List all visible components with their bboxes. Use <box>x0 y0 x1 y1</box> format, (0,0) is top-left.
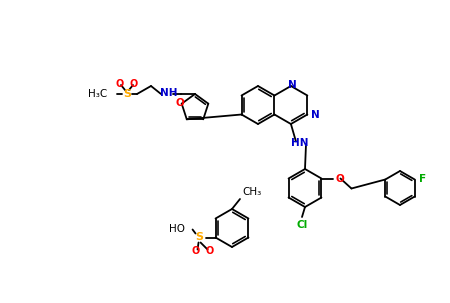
Text: O: O <box>205 247 214 257</box>
Text: O: O <box>130 79 138 89</box>
Text: CH₃: CH₃ <box>242 187 261 197</box>
Text: O: O <box>191 247 200 257</box>
Text: H₃C: H₃C <box>88 89 107 99</box>
Text: O: O <box>116 79 124 89</box>
Text: HO: HO <box>169 225 184 235</box>
Text: Cl: Cl <box>297 220 308 230</box>
Text: HN: HN <box>291 138 309 148</box>
Text: F: F <box>418 175 426 185</box>
Text: S: S <box>196 232 203 242</box>
Text: O: O <box>335 174 344 184</box>
Text: O: O <box>176 98 184 108</box>
Text: NH: NH <box>160 88 178 98</box>
Text: N: N <box>311 109 320 119</box>
Text: N: N <box>288 80 296 90</box>
Text: S: S <box>123 89 131 99</box>
